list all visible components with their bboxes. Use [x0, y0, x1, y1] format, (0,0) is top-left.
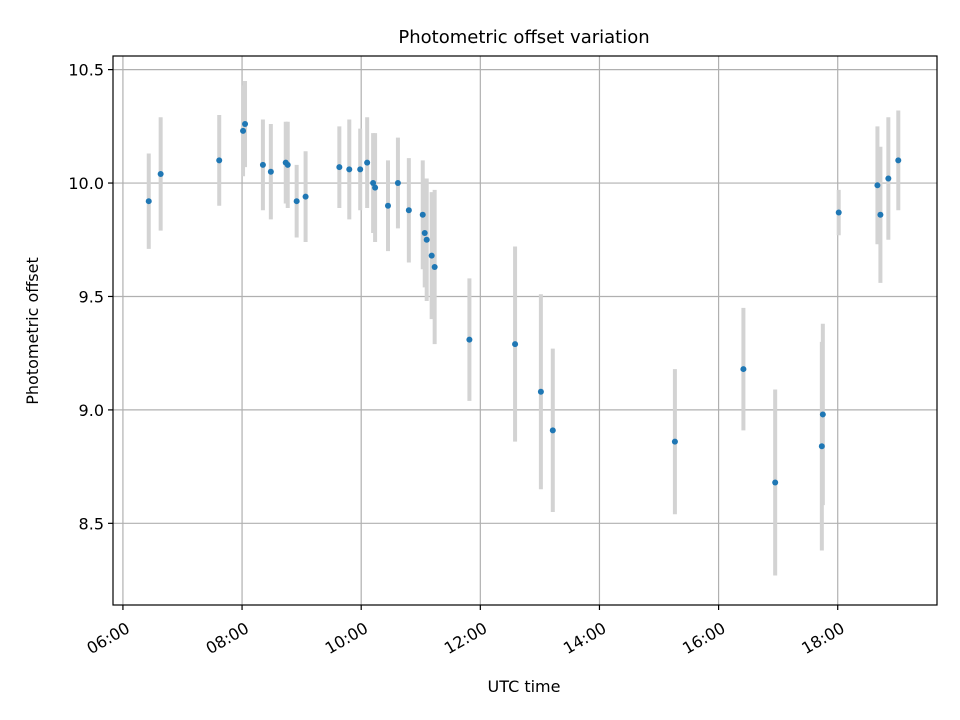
data-point — [242, 121, 249, 128]
data-point — [512, 341, 519, 348]
data-point — [537, 388, 544, 395]
data-point — [835, 209, 842, 216]
data-point — [372, 184, 379, 191]
data-point — [772, 479, 779, 486]
data-point — [364, 159, 371, 166]
y-tick-label: 8.5 — [79, 514, 104, 533]
y-tick-label: 9.5 — [79, 287, 104, 306]
data-point — [877, 211, 884, 218]
data-point — [357, 166, 364, 173]
y-axis-label: Photometric offset — [23, 257, 42, 405]
data-point — [466, 336, 473, 343]
data-point — [145, 198, 152, 205]
data-point — [885, 175, 892, 182]
data-point — [336, 164, 343, 171]
data-point — [423, 236, 430, 243]
y-tick-label: 10.5 — [68, 61, 104, 80]
point-layer — [145, 121, 902, 486]
data-point — [819, 411, 826, 418]
data-point — [370, 180, 377, 187]
data-point — [216, 157, 223, 164]
data-point — [293, 198, 300, 205]
chart-title: Photometric offset variation — [398, 27, 649, 48]
data-point — [405, 207, 412, 214]
data-point — [394, 180, 401, 187]
data-point — [431, 263, 438, 270]
plot-frame — [112, 55, 938, 606]
data-point — [384, 202, 391, 209]
data-point — [346, 166, 353, 173]
x-axis-label: UTC time — [488, 677, 561, 696]
data-point — [671, 438, 678, 445]
data-point — [259, 161, 266, 168]
data-point — [421, 229, 428, 236]
data-point — [549, 427, 556, 434]
data-point — [284, 161, 291, 168]
data-point — [419, 211, 426, 218]
data-point — [895, 157, 902, 164]
data-point — [267, 168, 274, 175]
data-point — [302, 193, 309, 200]
data-point — [157, 170, 164, 177]
data-point — [818, 443, 825, 450]
y-tick-label: 9.0 — [79, 401, 104, 420]
y-tick-label: 10.0 — [68, 174, 104, 193]
data-point — [740, 366, 747, 373]
data-point — [240, 127, 247, 134]
data-point — [428, 252, 435, 259]
data-point — [874, 182, 881, 189]
